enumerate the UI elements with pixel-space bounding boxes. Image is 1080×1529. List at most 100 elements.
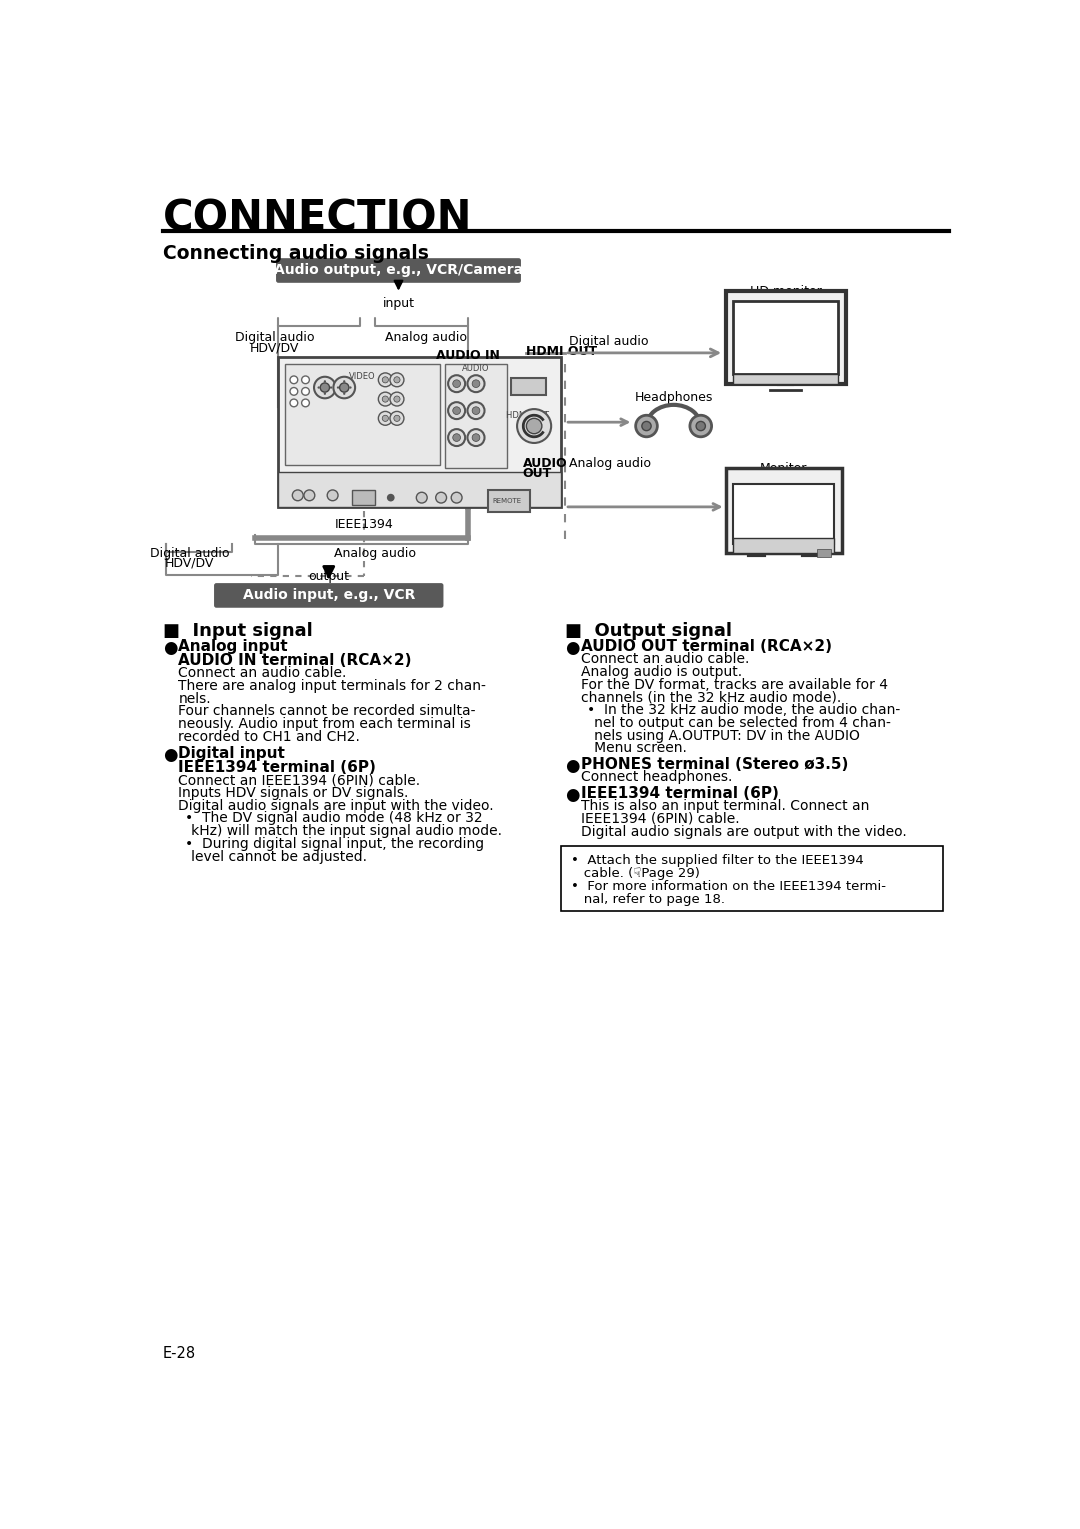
Text: Digital audio: Digital audio (569, 335, 648, 349)
Bar (733, 301, 838, 375)
Circle shape (343, 381, 346, 382)
Circle shape (636, 416, 658, 437)
Text: AUDIO IN: AUDIO IN (436, 349, 500, 362)
Bar (733, 538, 834, 553)
Text: IEEE1394 (6PIN) cable.: IEEE1394 (6PIN) cable. (581, 812, 739, 826)
Bar (726, 468, 841, 553)
Circle shape (291, 376, 298, 384)
Bar (733, 483, 834, 544)
Text: HD monitor: HD monitor (750, 284, 822, 298)
Text: Connect an audio cable.: Connect an audio cable. (178, 667, 347, 680)
Text: Digital audio signals are input with the video.: Digital audio signals are input with the… (178, 798, 494, 813)
Text: Analog audio: Analog audio (384, 332, 467, 344)
Text: nel to output can be selected from 4 chan-: nel to output can be selected from 4 cha… (581, 716, 891, 729)
Circle shape (382, 396, 389, 402)
Text: IEEE1394 terminal (6P): IEEE1394 terminal (6P) (178, 760, 376, 775)
Text: HDMI OUT: HDMI OUT (526, 346, 597, 358)
Circle shape (468, 430, 485, 446)
Circle shape (329, 387, 333, 388)
Text: nels.: nels. (178, 691, 211, 706)
Text: OUT: OUT (523, 466, 552, 480)
Text: Connect an audio cable.: Connect an audio cable. (581, 653, 750, 667)
Circle shape (468, 402, 485, 419)
Text: AUDIO: AUDIO (462, 364, 489, 373)
Circle shape (339, 382, 349, 391)
Circle shape (337, 387, 339, 388)
Text: Digital audio: Digital audio (149, 547, 229, 560)
Circle shape (378, 411, 392, 425)
Text: ●: ● (565, 639, 580, 657)
Circle shape (448, 402, 465, 419)
Circle shape (382, 416, 389, 422)
Circle shape (301, 387, 309, 394)
Bar (726, 292, 846, 384)
Text: Digital audio signals are output with the video.: Digital audio signals are output with th… (581, 824, 906, 838)
Bar (352, 489, 375, 506)
Circle shape (390, 391, 404, 407)
Text: E-28: E-28 (163, 1346, 197, 1361)
Bar (511, 378, 545, 394)
Circle shape (394, 416, 400, 422)
FancyBboxPatch shape (276, 258, 521, 283)
Circle shape (451, 492, 462, 503)
Text: •  In the 32 kHz audio mode, the audio chan-: • In the 32 kHz audio mode, the audio ch… (586, 703, 900, 717)
Text: Analog input: Analog input (178, 639, 288, 654)
Text: •  Attach the supplied filter to the IEEE1394: • Attach the supplied filter to the IEEE… (570, 855, 863, 867)
Circle shape (472, 379, 480, 387)
Text: HDV/DV: HDV/DV (249, 341, 299, 355)
Text: •  For more information on the IEEE1394 termi-: • For more information on the IEEE1394 t… (570, 881, 886, 893)
Circle shape (472, 407, 480, 414)
Circle shape (394, 376, 400, 382)
Text: ●: ● (565, 786, 580, 804)
Text: Menu screen.: Menu screen. (581, 742, 687, 755)
Circle shape (453, 434, 460, 442)
Circle shape (293, 489, 303, 500)
Bar (279, 356, 562, 508)
Text: HDMI OUT: HDMI OUT (507, 411, 550, 419)
Circle shape (690, 416, 712, 437)
Text: HDV/DV: HDV/DV (164, 557, 214, 570)
Circle shape (468, 375, 485, 391)
Text: AUDIO IN terminal (RCA×2): AUDIO IN terminal (RCA×2) (178, 653, 411, 668)
Text: Headphones: Headphones (634, 391, 713, 404)
Bar (284, 364, 440, 465)
Circle shape (334, 376, 355, 399)
Circle shape (387, 494, 394, 502)
Text: PHONES terminal (Stereo ø3.5): PHONES terminal (Stereo ø3.5) (581, 757, 848, 772)
Text: •  The DV signal audio mode (48 kHz or 32: • The DV signal audio mode (48 kHz or 32 (185, 812, 483, 826)
Bar (733, 375, 838, 384)
Text: nal, refer to page 18.: nal, refer to page 18. (570, 893, 725, 907)
Text: Audio output, e.g., VCR/Camera: Audio output, e.g., VCR/Camera (274, 263, 523, 277)
Text: ●: ● (565, 757, 580, 775)
Text: VIDEO: VIDEO (349, 372, 376, 381)
Bar (445, 364, 507, 468)
Text: Inputs HDV signals or DV signals.: Inputs HDV signals or DV signals. (178, 786, 408, 800)
Text: Digital input: Digital input (178, 746, 285, 761)
Circle shape (697, 422, 705, 431)
Text: ■  Output signal: ■ Output signal (565, 622, 732, 641)
Circle shape (301, 376, 309, 384)
Circle shape (517, 410, 551, 443)
Text: IEEE1394: IEEE1394 (334, 518, 393, 532)
Text: Connect headphones.: Connect headphones. (581, 771, 732, 784)
Circle shape (382, 376, 389, 382)
Circle shape (314, 376, 336, 399)
Circle shape (453, 379, 460, 387)
Text: Connecting audio signals: Connecting audio signals (163, 243, 429, 263)
Text: REMOTE: REMOTE (492, 497, 522, 503)
Text: Monitor: Monitor (760, 462, 808, 476)
Text: output: output (308, 570, 349, 583)
FancyBboxPatch shape (214, 583, 444, 607)
Circle shape (448, 430, 465, 446)
Circle shape (321, 382, 329, 391)
Text: AUDIO: AUDIO (523, 457, 567, 469)
Circle shape (448, 375, 465, 391)
Text: This is also an input terminal. Connect an: This is also an input terminal. Connect … (581, 800, 869, 813)
Circle shape (349, 387, 352, 388)
Text: ■  Input signal: ■ Input signal (163, 622, 312, 641)
Circle shape (390, 373, 404, 387)
Text: neously. Audio input from each terminal is: neously. Audio input from each terminal … (178, 717, 471, 731)
Circle shape (378, 373, 392, 387)
Text: There are analog input terminals for 2 chan-: There are analog input terminals for 2 c… (178, 679, 486, 693)
Text: kHz) will match the input signal audio mode.: kHz) will match the input signal audio m… (178, 824, 502, 838)
